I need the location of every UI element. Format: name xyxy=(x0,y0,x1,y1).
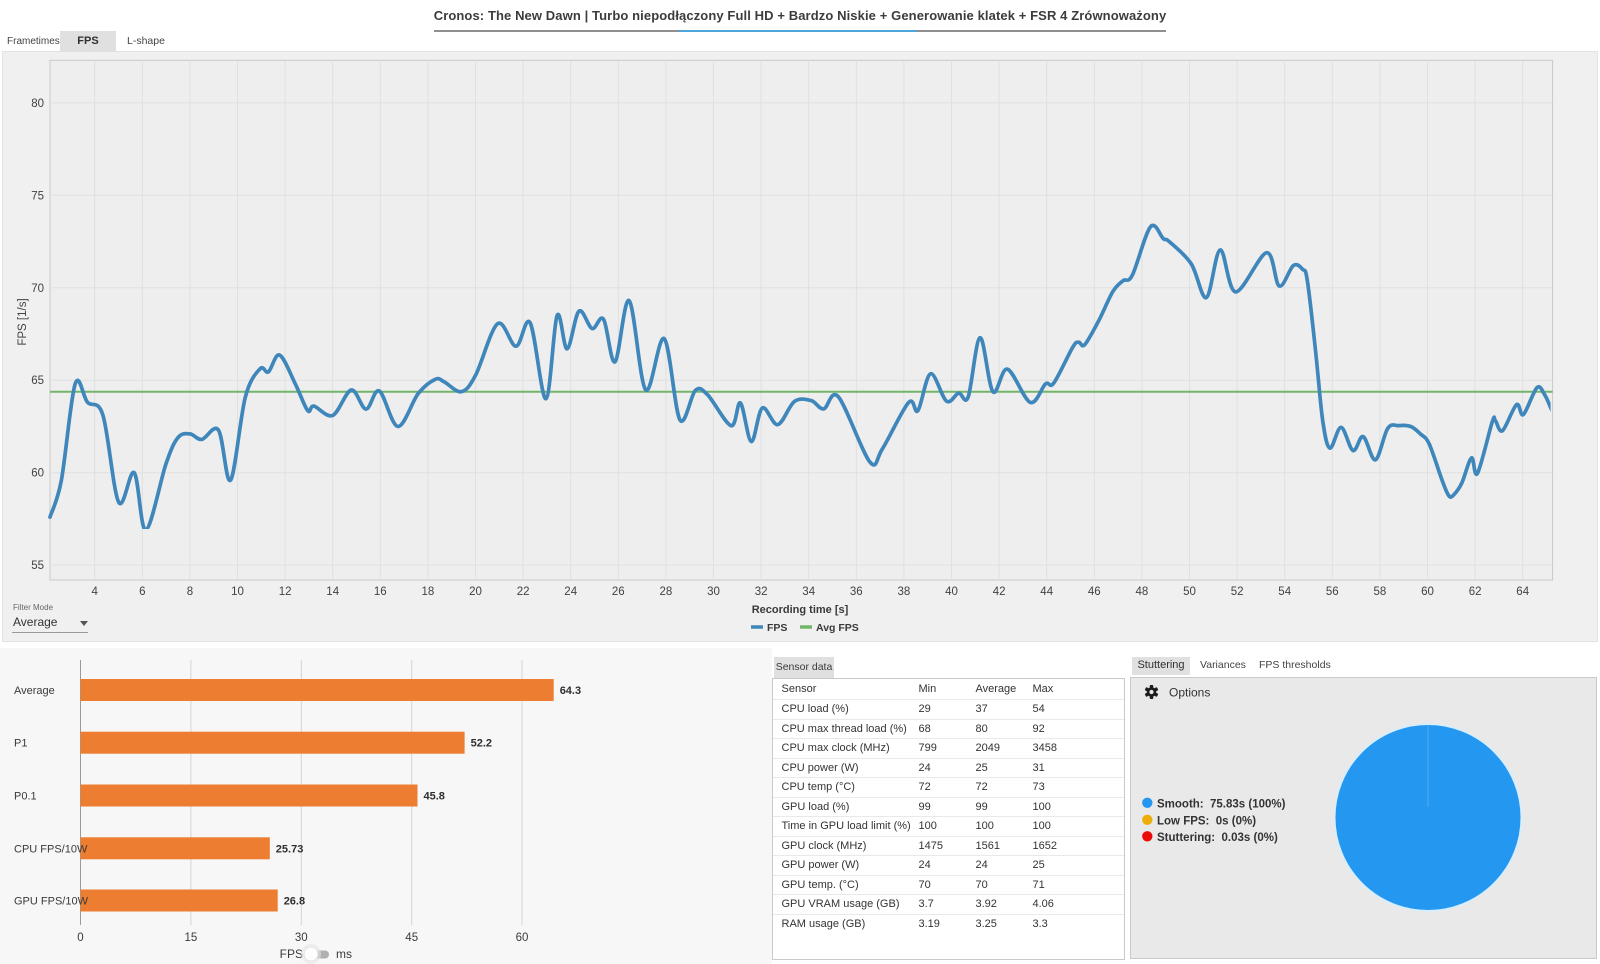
svg-text:P1: P1 xyxy=(14,738,27,750)
svg-text:45.8: 45.8 xyxy=(424,791,445,803)
svg-text:0: 0 xyxy=(77,932,83,944)
svg-text:64.3: 64.3 xyxy=(560,685,581,697)
svg-text:FPS [1/s]: FPS [1/s] xyxy=(17,298,29,345)
svg-text:80: 80 xyxy=(31,98,44,110)
svg-text:60: 60 xyxy=(1421,586,1434,598)
svg-text:65: 65 xyxy=(31,375,44,387)
svg-text:64: 64 xyxy=(1516,586,1529,598)
svg-text:70: 70 xyxy=(31,283,44,295)
svg-text:52.2: 52.2 xyxy=(471,738,492,750)
svg-text:56: 56 xyxy=(1326,586,1339,598)
svg-text:Avg FPS: Avg FPS xyxy=(816,622,859,634)
svg-text:Low FPS: 0s (0%): Low FPS: 0s (0%) xyxy=(1157,815,1256,827)
svg-text:20: 20 xyxy=(469,586,482,598)
svg-text:32: 32 xyxy=(755,586,768,598)
svg-text:42: 42 xyxy=(993,586,1006,598)
svg-text:40: 40 xyxy=(945,586,958,598)
svg-text:P0.1: P0.1 xyxy=(14,791,37,803)
svg-text:26: 26 xyxy=(612,586,625,598)
svg-text:FPS: FPS xyxy=(280,947,303,961)
svg-text:26.8: 26.8 xyxy=(284,896,305,908)
svg-text:Options: Options xyxy=(1169,686,1210,700)
svg-text:22: 22 xyxy=(517,586,530,598)
svg-text:52: 52 xyxy=(1231,586,1244,598)
svg-text:ms: ms xyxy=(336,947,352,961)
svg-text:60: 60 xyxy=(516,932,529,944)
svg-text:62: 62 xyxy=(1469,586,1482,598)
svg-text:FPS: FPS xyxy=(767,622,787,634)
svg-text:6: 6 xyxy=(139,586,145,598)
svg-text:34: 34 xyxy=(802,586,815,598)
svg-text:15: 15 xyxy=(185,932,198,944)
svg-text:75: 75 xyxy=(31,190,44,202)
svg-text:GPU FPS/10W: GPU FPS/10W xyxy=(14,896,89,908)
svg-text:25.73: 25.73 xyxy=(276,843,304,855)
svg-text:55: 55 xyxy=(31,560,44,572)
svg-text:45: 45 xyxy=(405,932,418,944)
svg-text:54: 54 xyxy=(1278,586,1291,598)
svg-text:Average: Average xyxy=(14,685,55,697)
svg-text:36: 36 xyxy=(850,586,863,598)
svg-text:60: 60 xyxy=(31,468,44,480)
svg-text:44: 44 xyxy=(1040,586,1053,598)
svg-text:14: 14 xyxy=(326,586,339,598)
svg-text:38: 38 xyxy=(898,586,911,598)
svg-text:50: 50 xyxy=(1183,586,1196,598)
svg-text:8: 8 xyxy=(187,586,193,598)
svg-text:16: 16 xyxy=(374,586,387,598)
svg-text:10: 10 xyxy=(231,586,244,598)
svg-text:48: 48 xyxy=(1136,586,1149,598)
svg-text:Recording time [s]: Recording time [s] xyxy=(752,604,849,616)
svg-text:18: 18 xyxy=(422,586,435,598)
svg-text:Smooth: 75.83s (100%): Smooth: 75.83s (100%) xyxy=(1157,798,1286,810)
svg-text:30: 30 xyxy=(295,932,308,944)
svg-text:4: 4 xyxy=(91,586,98,598)
svg-text:30: 30 xyxy=(707,586,720,598)
svg-text:CPU FPS/10W: CPU FPS/10W xyxy=(14,843,88,855)
svg-text:58: 58 xyxy=(1374,586,1387,598)
svg-text:12: 12 xyxy=(279,586,292,598)
svg-text:28: 28 xyxy=(660,586,673,598)
svg-text:24: 24 xyxy=(564,586,577,598)
svg-text:46: 46 xyxy=(1088,586,1101,598)
svg-text:Stuttering: 0.03s (0%): Stuttering: 0.03s (0%) xyxy=(1157,832,1278,844)
